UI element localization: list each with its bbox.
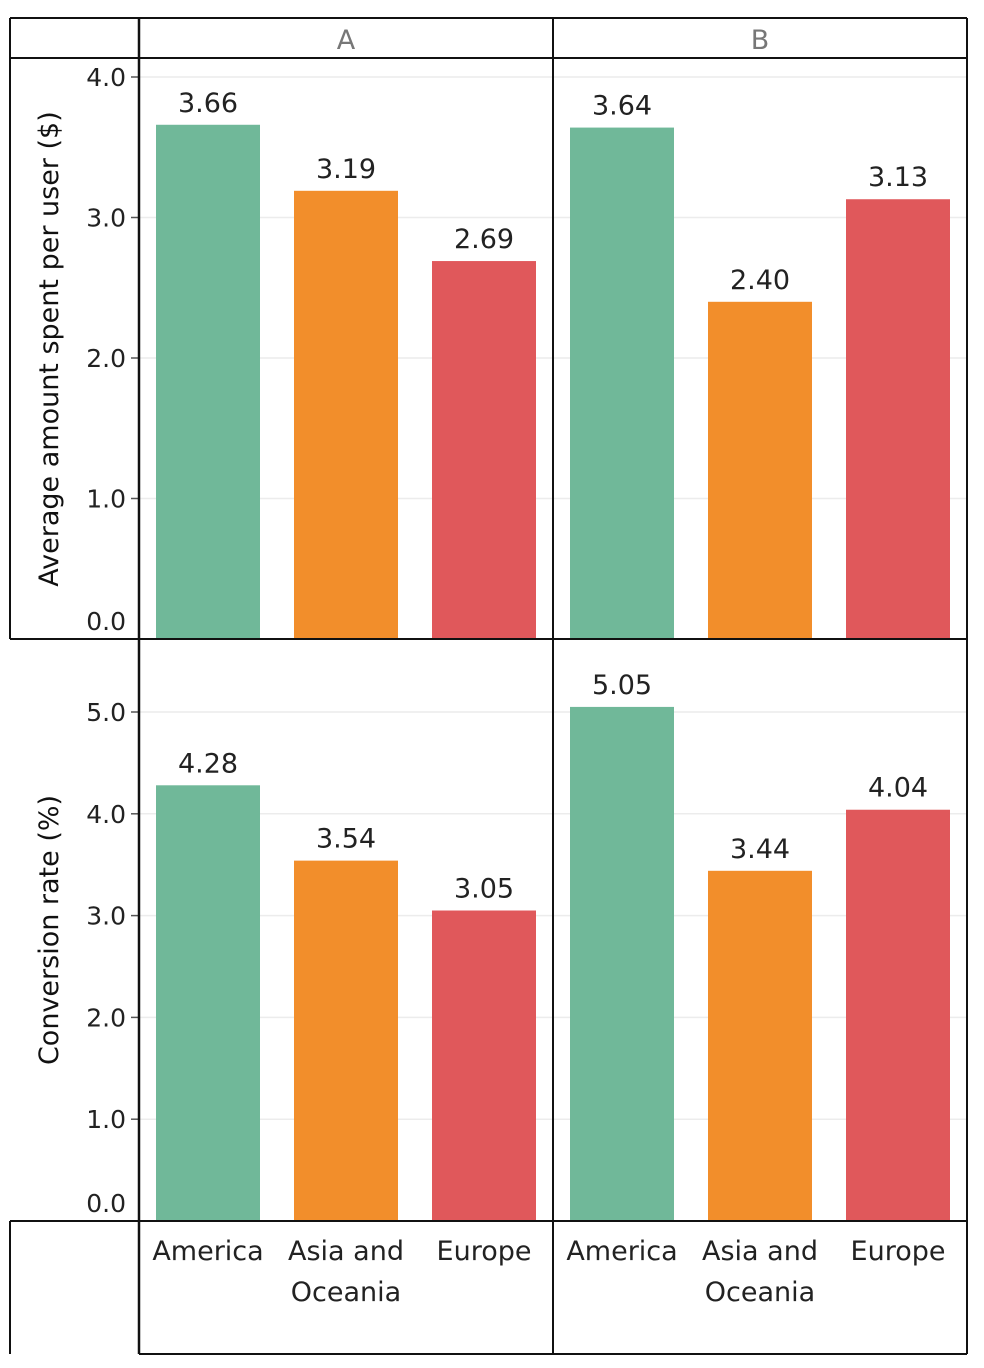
category-label: Oceania — [705, 1277, 815, 1308]
y-axis-title: Average amount spent per user ($) — [34, 111, 65, 586]
data-label: 5.05 — [592, 670, 652, 701]
bar-b-america-row1 — [570, 127, 674, 639]
bar-b-europe-row1 — [846, 199, 950, 640]
column-header-a: A — [337, 25, 356, 56]
bar-b-america-row2 — [570, 706, 674, 1221]
bar-a-america-row1 — [156, 124, 260, 639]
y-tick-label: 5.0 — [86, 698, 126, 727]
y-tick-label: 4.0 — [86, 800, 126, 829]
bar-a-asia-and-oceania-row2 — [294, 860, 398, 1221]
y-tick-label: 4.0 — [86, 63, 126, 92]
bar-b-asia-and-oceania-row1 — [708, 301, 812, 639]
y-tick-label: 1.0 — [86, 1105, 126, 1134]
category-label: Europe — [851, 1236, 946, 1267]
bar-b-europe-row2 — [846, 809, 950, 1221]
category-label: Europe — [437, 1236, 532, 1267]
data-label: 2.69 — [454, 224, 514, 255]
data-label: 4.28 — [178, 748, 238, 779]
y-tick-label: 2.0 — [86, 344, 126, 373]
data-label: 3.66 — [178, 88, 238, 119]
category-label: Oceania — [291, 1277, 401, 1308]
data-label: 3.64 — [592, 91, 652, 122]
y-tick-label: 2.0 — [86, 1003, 126, 1032]
y-tick-label: 0.0 — [86, 1189, 126, 1218]
bar-a-europe-row2 — [432, 910, 536, 1221]
data-label: 3.13 — [868, 162, 928, 193]
bar-a-asia-and-oceania-row1 — [294, 190, 398, 639]
category-label: Asia and — [702, 1236, 818, 1267]
bar-b-asia-and-oceania-row2 — [708, 870, 812, 1221]
data-label: 3.19 — [316, 154, 376, 185]
category-label: Asia and — [288, 1236, 404, 1267]
y-tick-label: 3.0 — [86, 902, 126, 931]
category-label: America — [566, 1236, 677, 1267]
data-label: 4.04 — [868, 773, 928, 804]
data-label: 2.40 — [730, 265, 790, 296]
panel-frame — [9, 17, 968, 1355]
y-tick-label: 1.0 — [86, 485, 126, 514]
data-label: 3.44 — [730, 834, 790, 865]
data-label: 3.05 — [454, 874, 514, 905]
y-tick-label: 0.0 — [86, 607, 126, 636]
bars — [156, 124, 950, 1221]
labels: 3.663.192.693.642.403.134.283.543.055.05… — [34, 25, 945, 1308]
category-label: America — [152, 1236, 263, 1267]
data-label: 3.54 — [316, 824, 376, 855]
y-axis-title: Conversion rate (%) — [34, 795, 65, 1065]
y-tick-label: 3.0 — [86, 204, 126, 233]
bar-a-america-row2 — [156, 785, 260, 1221]
bar-a-europe-row1 — [432, 261, 536, 639]
column-header-b: B — [751, 25, 770, 56]
